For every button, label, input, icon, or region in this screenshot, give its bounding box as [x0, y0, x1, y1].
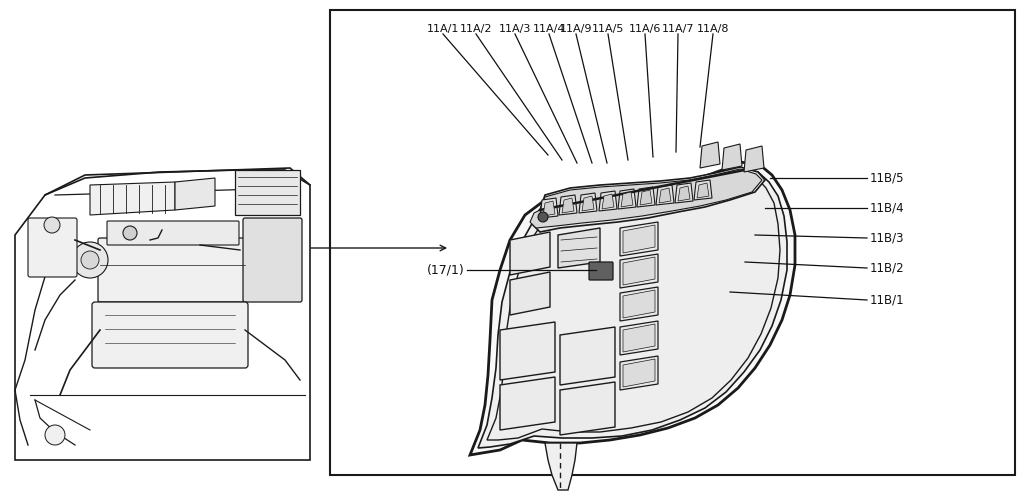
- Text: 11B/2: 11B/2: [870, 262, 904, 275]
- Polygon shape: [540, 198, 558, 218]
- Circle shape: [123, 226, 137, 240]
- Polygon shape: [620, 356, 658, 390]
- Circle shape: [538, 212, 548, 222]
- Polygon shape: [582, 196, 594, 211]
- Polygon shape: [534, 167, 765, 232]
- Text: 11B/3: 11B/3: [870, 232, 904, 245]
- Polygon shape: [510, 232, 550, 275]
- Circle shape: [72, 242, 108, 278]
- Polygon shape: [618, 189, 636, 209]
- Polygon shape: [722, 144, 742, 170]
- Text: 11A/1: 11A/1: [427, 24, 459, 34]
- Polygon shape: [558, 228, 600, 268]
- Polygon shape: [599, 191, 617, 211]
- Polygon shape: [579, 193, 597, 213]
- Polygon shape: [530, 169, 762, 228]
- Text: 11A/7: 11A/7: [662, 24, 694, 34]
- Polygon shape: [623, 324, 655, 352]
- Polygon shape: [562, 198, 574, 213]
- Bar: [234, 170, 300, 215]
- FancyBboxPatch shape: [243, 218, 302, 302]
- Text: 11A/6: 11A/6: [629, 24, 662, 34]
- FancyBboxPatch shape: [106, 221, 239, 245]
- Polygon shape: [656, 185, 674, 205]
- FancyBboxPatch shape: [28, 218, 77, 277]
- Polygon shape: [545, 443, 577, 490]
- FancyBboxPatch shape: [98, 238, 247, 302]
- Polygon shape: [675, 183, 693, 203]
- Polygon shape: [500, 377, 555, 430]
- Polygon shape: [640, 190, 652, 205]
- Text: 11A/3: 11A/3: [499, 24, 531, 34]
- Polygon shape: [470, 162, 795, 455]
- FancyBboxPatch shape: [589, 262, 613, 280]
- Polygon shape: [620, 287, 658, 321]
- Polygon shape: [623, 290, 655, 318]
- Text: 11A/2: 11A/2: [460, 24, 493, 34]
- Polygon shape: [478, 168, 787, 448]
- Polygon shape: [700, 142, 720, 168]
- Text: 11A/5: 11A/5: [592, 24, 625, 34]
- Polygon shape: [543, 201, 555, 216]
- Text: (17/1): (17/1): [427, 264, 465, 277]
- Text: 11B/5: 11B/5: [870, 172, 904, 184]
- Text: 11A/8: 11A/8: [696, 24, 729, 34]
- FancyBboxPatch shape: [92, 302, 248, 368]
- Polygon shape: [15, 168, 310, 460]
- Polygon shape: [500, 322, 555, 380]
- Polygon shape: [697, 183, 709, 198]
- Text: 11A/4: 11A/4: [532, 24, 565, 34]
- Polygon shape: [659, 188, 671, 203]
- Polygon shape: [560, 382, 615, 435]
- Bar: [330, 10, 1015, 475]
- Polygon shape: [623, 359, 655, 387]
- Polygon shape: [560, 327, 615, 385]
- Polygon shape: [623, 257, 655, 285]
- Polygon shape: [620, 254, 658, 288]
- Polygon shape: [90, 182, 175, 215]
- Polygon shape: [694, 180, 712, 200]
- Circle shape: [44, 217, 60, 233]
- Polygon shape: [637, 187, 655, 207]
- Polygon shape: [559, 195, 577, 215]
- Polygon shape: [620, 321, 658, 355]
- Polygon shape: [510, 272, 550, 315]
- Polygon shape: [620, 222, 658, 256]
- Polygon shape: [487, 173, 780, 440]
- Circle shape: [45, 425, 65, 445]
- Polygon shape: [744, 146, 764, 172]
- Text: 11B/1: 11B/1: [870, 294, 904, 307]
- Polygon shape: [623, 225, 655, 253]
- Polygon shape: [621, 192, 633, 207]
- Polygon shape: [678, 186, 690, 201]
- Text: 11A/9: 11A/9: [560, 24, 592, 34]
- Text: 11B/4: 11B/4: [870, 202, 904, 215]
- Polygon shape: [602, 194, 614, 209]
- Circle shape: [81, 251, 99, 269]
- Polygon shape: [175, 178, 215, 210]
